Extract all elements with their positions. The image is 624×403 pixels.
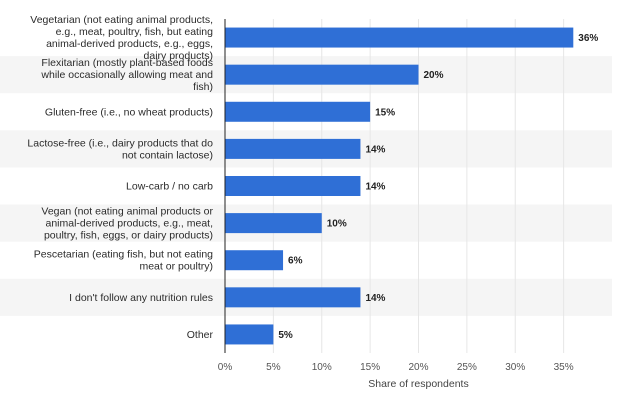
category-label-line: animal-derived products, e.g., meat, <box>46 218 214 230</box>
x-axis-ticks: 0% 5% 10% 15% 20% 25% 30% 35% <box>218 362 574 373</box>
value-label: 36% <box>578 33 598 44</box>
bar <box>225 324 274 345</box>
category-label: Lactose-free (i.e., dairy products that … <box>27 137 213 161</box>
category-label-line: Low-carb / no carb <box>126 181 213 193</box>
x-tick-label: 15% <box>360 362 380 373</box>
category-label-line: dairy products) <box>144 50 213 62</box>
value-label: 14% <box>365 293 385 304</box>
x-axis-title: Share of respondents <box>368 378 468 390</box>
category-label-line: fish) <box>193 81 213 93</box>
category-label: Low-carb / no carb <box>126 181 213 193</box>
category-label: I don't follow any nutrition rules <box>69 292 213 304</box>
value-label: 14% <box>365 144 385 155</box>
category-label-line: meat or poultry) <box>139 261 213 273</box>
category-labels: Vegetarian (not eating animal products, e… <box>27 14 213 341</box>
x-tick-label: 30% <box>505 362 525 373</box>
bar <box>225 287 361 308</box>
value-label: 10% <box>327 219 347 230</box>
value-label: 20% <box>424 70 444 81</box>
category-label: Vegan (not eating animal products or anim… <box>41 206 213 242</box>
value-label: 14% <box>365 182 385 193</box>
category-label-line: e.g., meat, poultry, fish, but eating <box>56 26 214 38</box>
category-label-line: Other <box>187 329 214 341</box>
x-tick-label: 35% <box>554 362 574 373</box>
x-tick-label: 0% <box>218 362 233 373</box>
category-label: Vegetarian (not eating animal products, e… <box>30 14 213 62</box>
category-label-line: Vegetarian (not eating animal products, <box>30 14 213 26</box>
bar <box>225 64 419 85</box>
bar <box>225 138 361 159</box>
category-label: Gluten-free (i.e., no wheat products) <box>45 106 213 118</box>
bars <box>225 27 574 345</box>
category-label: Other <box>187 329 214 341</box>
category-label-line: Flexitarian (mostly plant-based foods <box>41 57 213 69</box>
value-label: 15% <box>375 107 395 118</box>
value-labels: 36% 20% 15% 14% 14% 10% 6% 14% 5% <box>278 33 598 341</box>
x-tick-label: 10% <box>312 362 332 373</box>
category-label-line: Lactose-free (i.e., dairy products that … <box>27 137 213 149</box>
category-label-line: while occasionally allowing meat and <box>40 69 213 81</box>
category-label-line: Pescetarian (eating fish, but not eating <box>34 249 213 261</box>
category-label-line: Gluten-free (i.e., no wheat products) <box>45 106 213 118</box>
category-label-line: poultry, fish, eggs, or dairy products) <box>44 230 213 242</box>
bar <box>225 213 322 234</box>
category-label-line: animal-derived products, e.g., eggs, <box>46 38 213 50</box>
category-label: Pescetarian (eating fish, but not eating… <box>34 249 213 273</box>
category-label-line: I don't follow any nutrition rules <box>69 292 213 304</box>
x-tick-label: 25% <box>457 362 477 373</box>
x-tick-label: 20% <box>408 362 428 373</box>
value-label: 5% <box>278 330 293 341</box>
bar <box>225 176 361 196</box>
category-label-line: Vegan (not eating animal products or <box>41 206 213 218</box>
bar <box>225 27 574 48</box>
x-tick-label: 5% <box>266 362 281 373</box>
category-label-line: not contain lactose) <box>122 149 213 161</box>
category-label: Flexitarian (mostly plant-based foods whi… <box>40 57 213 93</box>
bar <box>225 250 284 271</box>
value-label: 6% <box>288 256 303 267</box>
bar <box>225 101 371 122</box>
